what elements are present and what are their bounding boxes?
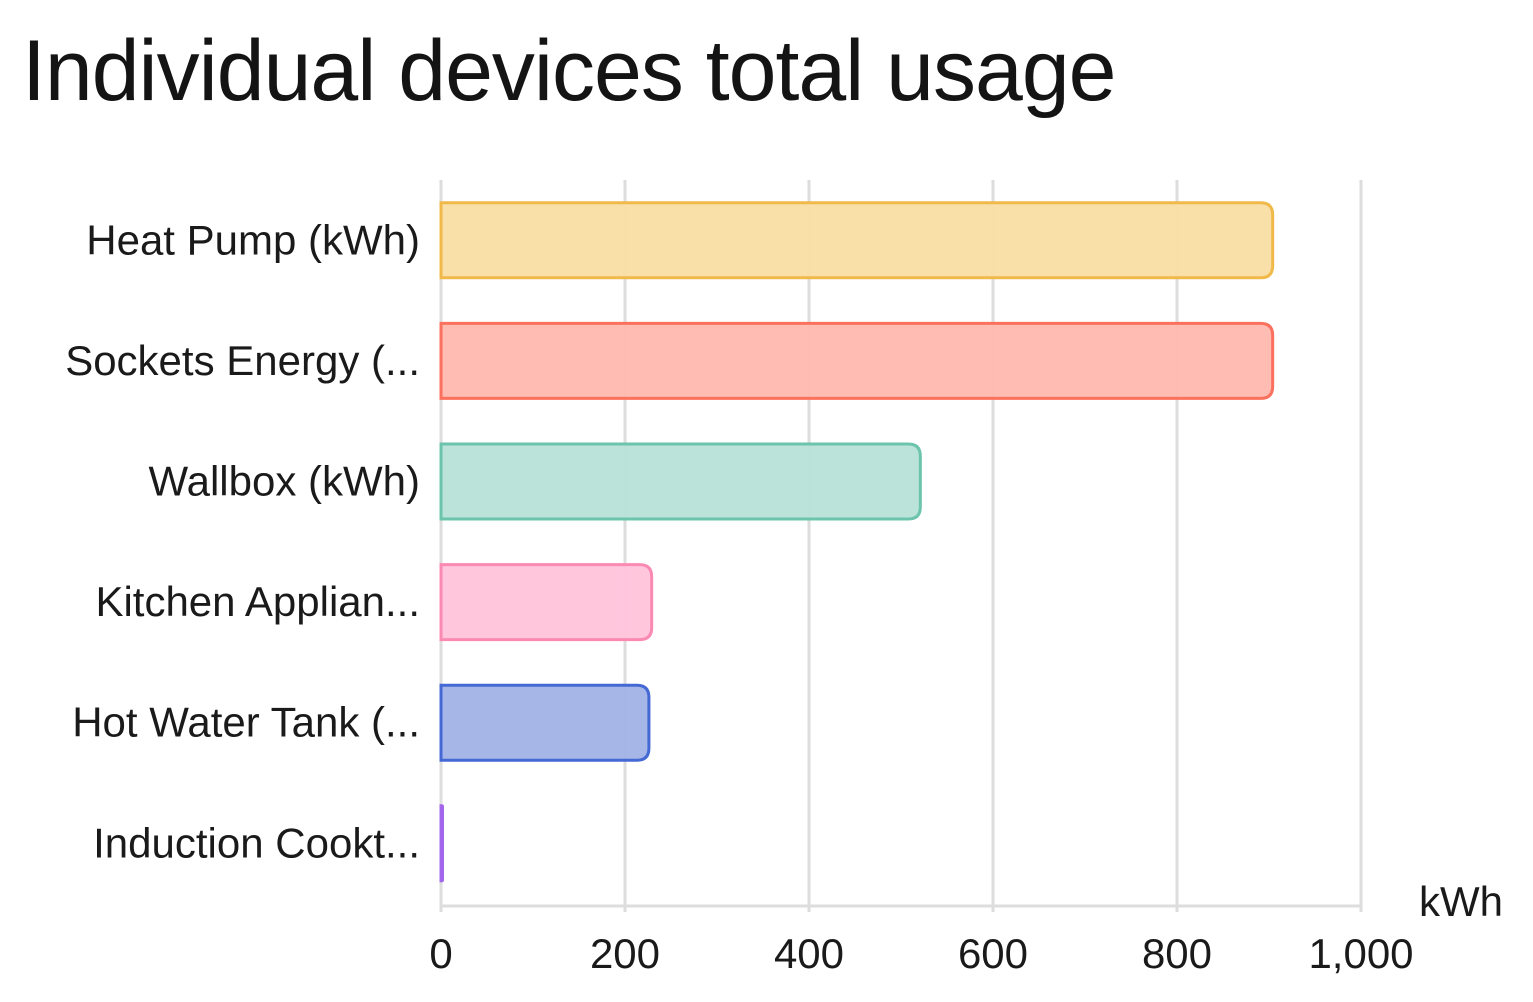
y-category-label: Induction Cookt...: [93, 819, 420, 866]
y-category-label: Wallbox (kWh): [149, 458, 420, 505]
chart-title: Individual devices total usage: [22, 23, 1117, 119]
x-axis-label: kWh: [1419, 878, 1503, 925]
x-tick-label: 600: [958, 930, 1028, 977]
x-tick-label: 1,000: [1308, 930, 1413, 977]
y-category-label: Hot Water Tank (...: [72, 699, 420, 746]
bar: [439, 201, 1275, 280]
y-category-label: Kitchen Applian...: [95, 578, 420, 625]
y-category-label: Sockets Energy (...: [65, 337, 420, 384]
y-category-label: Heat Pump (kWh): [86, 216, 420, 263]
bar: [439, 321, 1275, 400]
x-tick-label: 400: [774, 930, 844, 977]
x-tick-label: 0: [429, 930, 452, 977]
x-tick-label: 200: [590, 930, 660, 977]
bar: [439, 563, 654, 642]
bar: [439, 442, 922, 521]
x-tick-label: 800: [1142, 930, 1212, 977]
bar: [439, 804, 444, 883]
bar: [439, 683, 651, 762]
